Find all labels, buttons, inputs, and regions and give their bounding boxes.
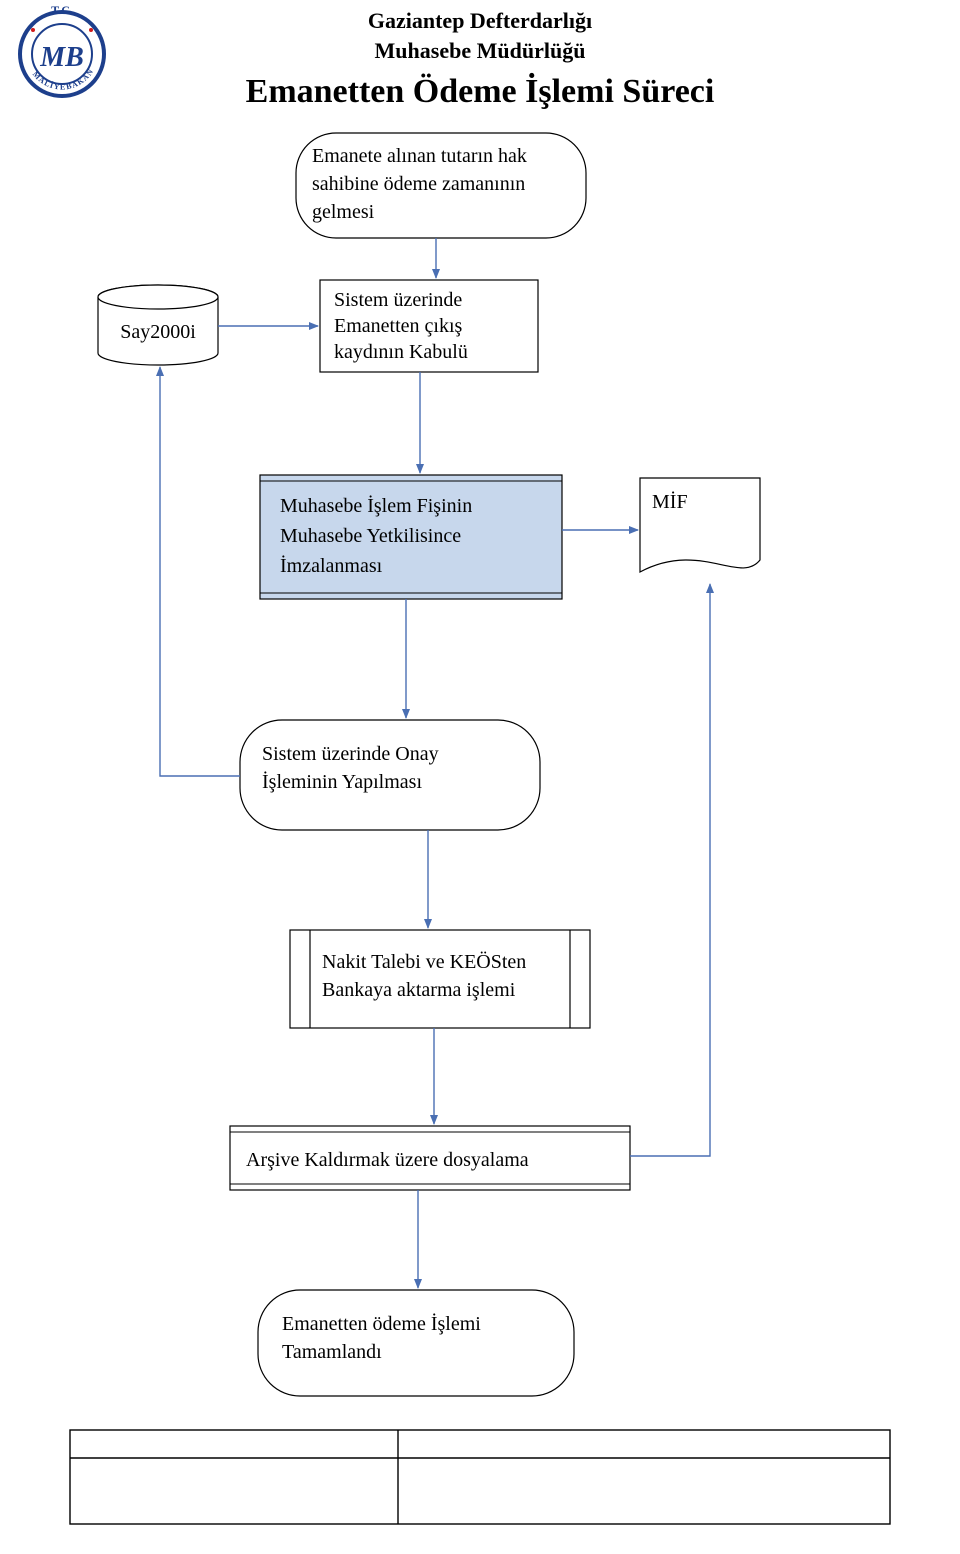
process-imza-line-0: Muhasebe İşlem Fişinin [280, 494, 472, 517]
arrow-arsiv-to-mif [630, 584, 710, 1156]
terminator-end-line-0: Emanetten ödeme İşlemi [282, 1312, 481, 1335]
terminator-onay-line-1: İşleminin Yapılması [262, 770, 422, 793]
flowchart-page: { "header": { "line1": "Gaziantep Defter… [0, 0, 960, 1554]
node-terminator-start: Emanete alınan tutarın hak sahibine ödem… [296, 133, 586, 238]
process-kabul-line-1: Emanetten çıkış [334, 315, 463, 337]
terminator-start-line-0: Emanete alınan tutarın hak [312, 145, 527, 167]
logo: T.C. MB MALİYE BAKANLIĞI [0, 0, 104, 96]
bottom-table [70, 1430, 890, 1524]
node-terminator-onay: Sistem üzerinde Onay İşleminin Yapılması [240, 720, 540, 830]
header-line-2: Muhasebe Müdürlüğü [375, 38, 586, 63]
terminator-onay-line-0: Sistem üzerinde Onay [262, 743, 439, 765]
header-line-1: Gaziantep Defterdarlığı [368, 8, 592, 33]
predef-nakit-line-1: Bankaya aktarma işlemi [322, 979, 516, 1001]
logo-inner-text: MB [39, 42, 84, 73]
header-title: Emanetten Ödeme İşlemi Süreci [246, 72, 715, 110]
doc-mif-label: MİF [652, 490, 688, 513]
process-kabul-line-2: kaydının Kabulü [334, 341, 468, 363]
terminator-start-line-2: gelmesi [312, 201, 375, 223]
node-process-imza: Muhasebe İşlem Fişinin Muhasebe Yetkilis… [260, 475, 562, 599]
terminator-start-line-1: sahibine ödeme zamanının [312, 173, 525, 195]
predef-nakit-line-0: Nakit Talebi ve KEÖSten [322, 950, 526, 973]
node-predef-nakit: Nakit Talebi ve KEÖSten Bankaya aktarma … [290, 930, 590, 1028]
db-label: Say2000i [120, 321, 196, 343]
node-process-arsiv: Arşive Kaldırmak üzere dosyalama [230, 1126, 630, 1190]
node-terminator-end: Emanetten ödeme İşlemi Tamamlandı [258, 1290, 574, 1396]
process-kabul-line-0: Sistem üzerinde [334, 289, 462, 311]
process-arsiv-line-0: Arşive Kaldırmak üzere dosyalama [246, 1149, 529, 1171]
node-document-mif: MİF [640, 478, 760, 572]
node-db-say2000i: Say2000i [98, 285, 218, 365]
terminator-end-line-1: Tamamlandı [282, 1341, 382, 1363]
flowchart-svg: T.C. MB MALİYE BAKANLIĞI Gaziantep Defte… [0, 0, 960, 1554]
node-process-kabul: Sistem üzerinde Emanetten çıkış kaydının… [320, 280, 538, 372]
process-imza-line-1: Muhasebe Yetkilisince [280, 525, 461, 547]
arrow-onay-to-db [160, 367, 240, 776]
process-imza-line-2: İmzalanması [280, 554, 383, 577]
